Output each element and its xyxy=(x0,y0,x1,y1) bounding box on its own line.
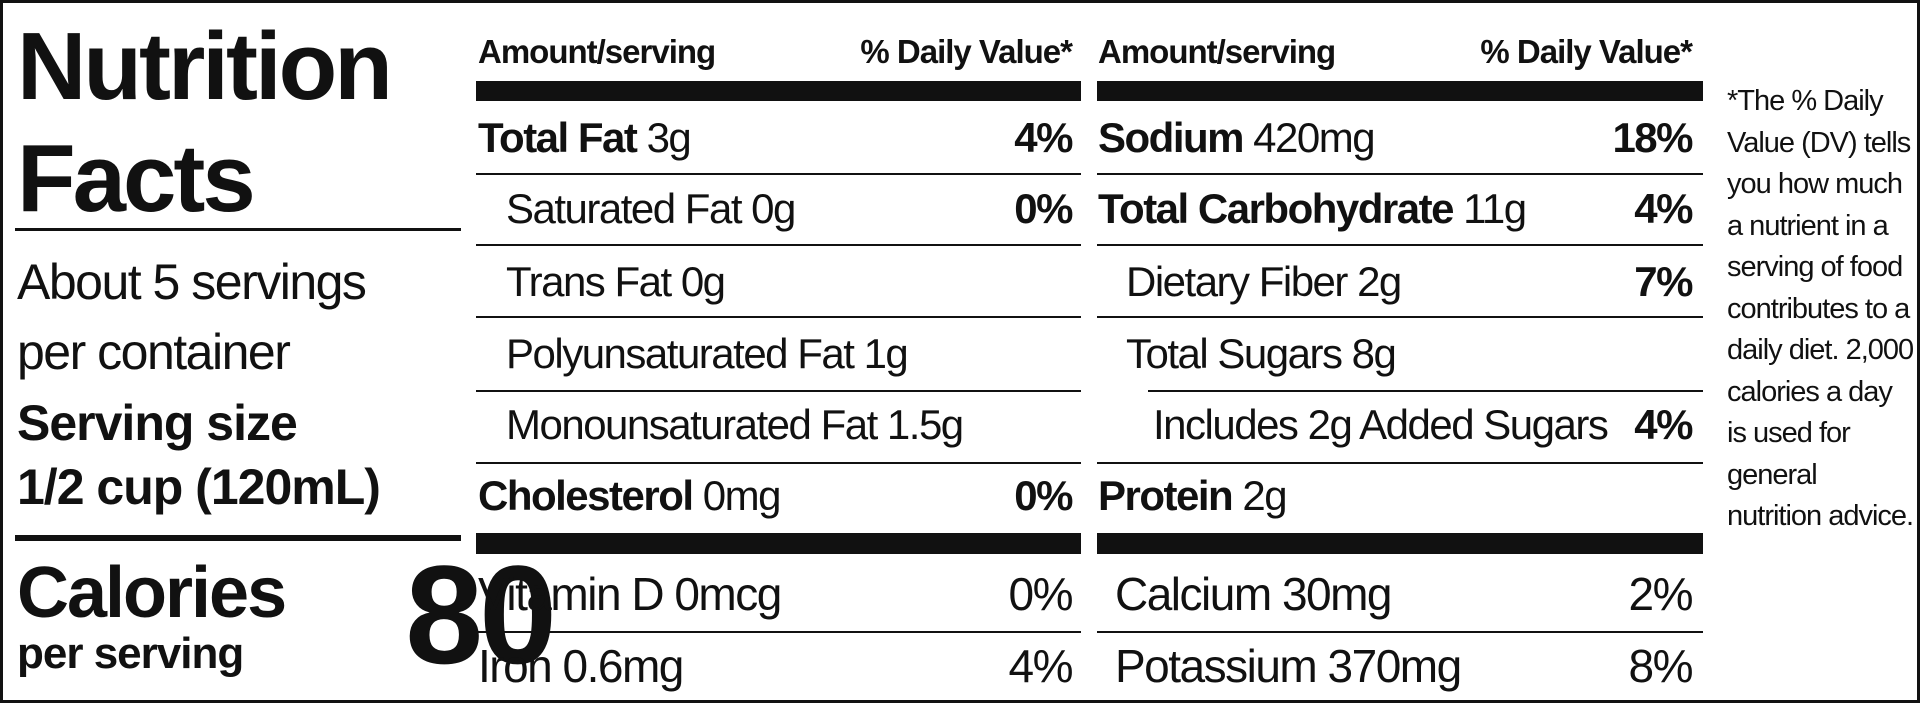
rule xyxy=(476,631,1081,633)
rule xyxy=(1097,316,1703,318)
serving-size-label: Serving size xyxy=(17,395,298,451)
vitamin-amount: 370mg xyxy=(1327,640,1463,692)
nutrient-name: Cholesterol xyxy=(478,472,694,519)
daily-value: 0% xyxy=(1014,472,1073,519)
rule xyxy=(1097,81,1703,101)
daily-value: 7% xyxy=(1634,258,1693,305)
rule xyxy=(15,228,461,231)
nutrient-amount: 8g xyxy=(1351,330,1397,377)
nutrient-name: Total Sugars xyxy=(1126,330,1343,377)
daily-value: 0% xyxy=(1014,185,1073,232)
rule xyxy=(1097,244,1703,246)
rule xyxy=(476,244,1081,246)
rule xyxy=(1097,462,1703,464)
nutrient-name: Sodium xyxy=(1098,114,1245,161)
nutrient-name: Protein xyxy=(1098,472,1234,519)
header-amount: Amount/serving xyxy=(478,33,716,70)
vitamin-amount: 0mcg xyxy=(674,568,782,620)
nutrient-amount: 420mg xyxy=(1253,114,1375,161)
daily-value: 4% xyxy=(1634,401,1693,448)
vitamin-amount: 30mg xyxy=(1281,568,1393,620)
vitamin-daily-value: 0% xyxy=(1008,568,1074,620)
nutrient-name: Total Carbohydrate xyxy=(1098,185,1454,232)
daily-value: 18% xyxy=(1612,114,1693,161)
footnote: *The % Daily Value (DV) tells you how mu… xyxy=(1727,85,1914,532)
nutrient-amount: 1.5g xyxy=(886,401,964,448)
calories-value: 80 xyxy=(405,536,557,693)
nutrient-name: Includes 2g Added Sugars xyxy=(1153,401,1609,448)
nutrient-name: Polyunsaturated Fat xyxy=(506,330,855,377)
rule xyxy=(476,390,1081,392)
rule xyxy=(476,173,1081,175)
vitamin-amount: 0.6mg xyxy=(562,640,685,692)
nutrient-amount: 1g xyxy=(863,330,909,377)
nutrient-amount: 3g xyxy=(646,114,692,161)
vitamin-name: Vitamin D xyxy=(478,568,665,620)
nutrient-amount: 11g xyxy=(1463,185,1527,232)
nutrient-name: Dietary Fiber xyxy=(1126,258,1348,305)
header-daily-value: % Daily Value* xyxy=(1480,33,1693,70)
header-amount: Amount/serving xyxy=(1098,33,1336,70)
nutrient-amount: 2g xyxy=(1357,258,1402,305)
rule xyxy=(1097,173,1703,175)
calories-label: Calories xyxy=(17,553,287,633)
nutrient-amount: 2g xyxy=(1242,472,1287,519)
header-daily-value: % Daily Value* xyxy=(860,33,1073,70)
rule xyxy=(1097,533,1703,554)
nutrient-name: Monounsaturated Fat xyxy=(506,401,878,448)
nutrient-amount: 0mg xyxy=(702,472,782,519)
calories-sublabel: per serving xyxy=(17,629,244,678)
daily-value: 4% xyxy=(1014,114,1073,161)
rule xyxy=(476,81,1081,101)
vitamin-daily-value: 8% xyxy=(1628,640,1694,692)
serving-size: 1/2 cup (120mL) xyxy=(17,459,381,515)
nutrient-name: Trans Fat xyxy=(506,258,672,305)
nutrient-name: Saturated Fat xyxy=(506,185,742,232)
daily-value: 4% xyxy=(1634,185,1693,232)
nutrient-name: Total Fat xyxy=(478,114,638,161)
vitamin-name: Calcium xyxy=(1115,568,1272,620)
rule xyxy=(476,462,1081,464)
servings: About 5 servings per container xyxy=(17,254,367,380)
vitamin-name: Iron xyxy=(478,640,553,692)
rule xyxy=(476,316,1081,318)
nutrient-amount: 0g xyxy=(680,258,726,305)
rule xyxy=(1097,631,1703,633)
vitamin-name: Potassium xyxy=(1115,640,1318,692)
rule xyxy=(476,533,1081,554)
vitamin-daily-value: 2% xyxy=(1628,568,1694,620)
vitamin-daily-value: 4% xyxy=(1008,640,1074,692)
rule xyxy=(15,535,461,541)
title: Nutrition Facts xyxy=(17,13,393,232)
rule xyxy=(1148,390,1703,392)
nutrient-amount: 0g xyxy=(751,185,796,232)
